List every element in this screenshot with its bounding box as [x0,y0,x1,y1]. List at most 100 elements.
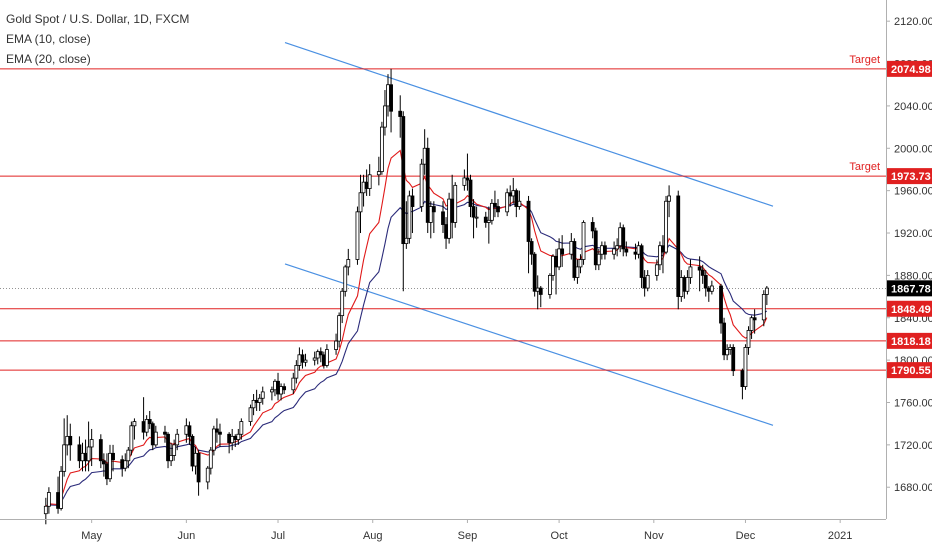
candle-body [321,354,326,366]
candle-body [386,84,390,107]
candle-body [361,181,366,194]
candle-body [169,455,173,462]
price-tick-label: 2040.00 [894,101,932,113]
candle-body [422,147,427,165]
candle-body [120,459,125,469]
level-price-label-bg [887,362,932,379]
candle-body [706,287,711,292]
candle-body [239,421,244,435]
candle-body [379,126,384,172]
candle-body [535,287,540,292]
candle-body [486,219,491,223]
candle-body [572,241,577,278]
candle-body [661,245,665,253]
candle-body [599,245,604,255]
candle-body [105,463,109,480]
candle-body [697,266,702,271]
time-tick-label: Sep [458,530,478,542]
candle-body [273,380,277,391]
candle-body [428,206,433,223]
candle-body [645,274,650,289]
candle-body [752,317,757,321]
candle-body [383,105,387,128]
price-tick-label: 1960.00 [894,186,932,198]
price-tick-label: 1720.00 [894,440,932,452]
candle-body [364,181,369,189]
candle-body [593,230,598,266]
candle-body [325,349,329,366]
time-tick-label: Dec [736,530,756,542]
candle-body [746,330,751,348]
candle-body [526,200,531,242]
time-tick-label: Aug [363,530,383,542]
price-tick-label: 2000.00 [894,143,932,155]
candle-body [639,245,644,278]
candle-body [312,357,317,361]
level-price-label: 1790.55 [891,365,931,377]
price-tick-label: 2120.00 [894,16,932,28]
level-price-label-bg [887,168,932,185]
time-tick-label: Oct [551,530,568,542]
candle-body [407,195,412,239]
candle-body [340,290,345,317]
candle-body [618,227,623,247]
level-price-label: 1818.18 [891,336,931,348]
candle-body [474,216,479,219]
candle-body [86,446,91,462]
candle-body [227,433,232,444]
candle-body [764,287,769,295]
candle-body [218,431,222,435]
candle-body [398,110,403,117]
candle-body [548,274,552,295]
candle-body [575,266,580,278]
candle-body [658,245,662,266]
price-axis[interactable]: 1680.001720.001760.001800.001840.001880.… [886,0,932,550]
candle-body [581,222,586,260]
time-tick-label: Jun [177,530,195,542]
candle-body [236,433,241,440]
candle-body [682,277,687,292]
candle-body [355,211,360,260]
time-tick-label: May [81,530,102,542]
candle-body [493,202,497,207]
candle-body [291,377,296,391]
candle-body [141,421,146,433]
candle-body [624,248,629,253]
candle-body [123,460,128,469]
candle-body [450,198,455,223]
candle-body [101,460,106,465]
candle-body [150,423,155,446]
candle-body [633,251,638,255]
candle-body [56,492,60,509]
candle-body [260,391,265,399]
candle-body [441,211,445,225]
level-price-label-bg [887,60,932,77]
last-price-label-bg [887,280,932,297]
candle-body [578,259,583,268]
candle-body [489,202,494,221]
candle-body [358,192,363,213]
candle-body [676,195,681,297]
channel-lower-line [284,263,774,426]
candle-body [59,470,64,509]
candle-body [80,452,85,462]
candle-body [453,184,458,223]
candle-body [667,195,671,202]
candle-body [166,433,170,462]
candle-body [108,452,112,480]
candle-body [719,285,723,324]
candle-body [483,216,488,223]
candle-body [431,206,436,213]
price-tick-label: 1680.00 [894,482,932,494]
candle-body [517,200,522,207]
last-price-label: 1867.78 [891,283,931,295]
legend-title: Gold Spot / U.S. Dollar, 1D, FXCM [6,12,190,26]
candle-body [731,347,736,372]
candle-body [679,277,684,297]
level-price-label-bg [887,332,932,349]
candle-body [129,425,134,451]
candle-body [465,177,470,181]
candle-body [184,425,189,435]
candle-body [172,444,177,456]
